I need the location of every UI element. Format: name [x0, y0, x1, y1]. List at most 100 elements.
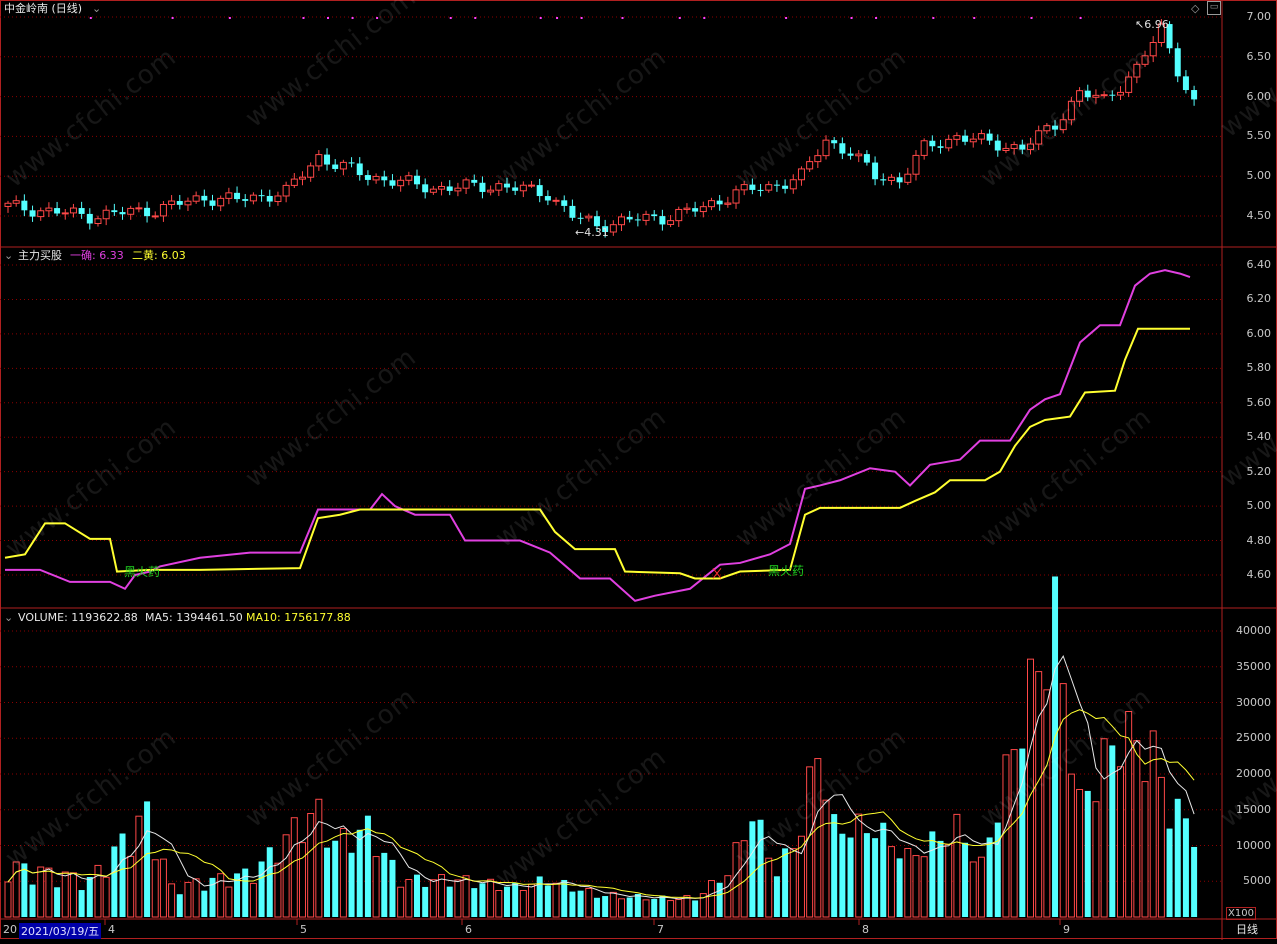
axis-tick-label: 7.00	[1246, 10, 1272, 23]
candle-body-up	[945, 138, 953, 149]
candle-body-up	[887, 176, 895, 181]
candle-body-down	[1174, 48, 1181, 77]
candle-body-down	[880, 179, 887, 181]
candle-body-down	[773, 184, 780, 186]
candle-body-up	[69, 207, 77, 214]
candle-body-up	[1067, 100, 1075, 121]
volume-bar-up	[814, 758, 822, 918]
volume-bar-up	[159, 858, 167, 918]
volume-bar-down	[561, 879, 568, 917]
period-tab[interactable]: 日线	[1236, 923, 1258, 936]
volume-bar-down	[234, 873, 241, 917]
candle-body-up	[438, 185, 446, 190]
candle-body-down	[258, 195, 265, 197]
candle-body-down	[422, 184, 429, 193]
volume-bar-up	[1010, 749, 1018, 918]
candle-body-down	[569, 205, 576, 218]
candle-body-up	[405, 175, 413, 181]
volume-bar-down	[1052, 576, 1059, 917]
volume-bar-down	[651, 898, 658, 917]
candle-body-down	[176, 201, 183, 205]
candle-body-up	[1002, 147, 1010, 151]
candle-body-up	[12, 200, 20, 204]
minimize-icon[interactable]: ▭	[1207, 1, 1221, 15]
volume-bar-down	[782, 848, 789, 917]
collapse-indicator-icon[interactable]: ⌄	[4, 249, 14, 262]
candle-body-down	[896, 177, 903, 183]
candle-body-up	[1133, 63, 1141, 78]
candle-body-down	[111, 210, 118, 213]
candle-body-down	[1084, 90, 1091, 98]
signal-dot	[932, 17, 935, 19]
volume-bar-down	[863, 833, 870, 917]
candle-body-up	[552, 199, 560, 202]
volume-bar-up	[315, 798, 323, 918]
volume-bar-up	[519, 889, 527, 918]
indicator-line2-label: 二黄: 6.03	[132, 249, 186, 262]
candle-body-up	[1125, 76, 1133, 93]
candle-body-down	[659, 216, 666, 225]
candle-body-up	[1141, 55, 1149, 65]
volume-bar-up	[454, 879, 462, 918]
low-price-label: ←4.31	[575, 226, 609, 239]
axis-tick-label: 30000	[1236, 695, 1271, 709]
collapse-icon[interactable]: ⌄	[92, 2, 102, 15]
candle-body-up	[920, 140, 928, 156]
volume-bar-down	[209, 877, 216, 917]
candle-body-down	[593, 216, 600, 227]
volume-bar-down	[54, 887, 61, 917]
signal-label: 黑火药	[124, 565, 161, 579]
ma10-label: MA10: 1756177.88	[246, 611, 351, 624]
volume-bar-down	[389, 859, 396, 917]
volume-bar-down	[929, 831, 936, 917]
axis-tick-label: 20000	[1236, 767, 1271, 780]
month-label: 4	[108, 923, 115, 936]
candle-body-up	[1076, 90, 1084, 102]
volume-bar-up	[1100, 738, 1108, 918]
candle-body-up	[372, 175, 380, 181]
volume-bar-up	[1027, 658, 1034, 918]
volume-bar-down	[847, 837, 854, 917]
candle-body-up	[1092, 94, 1100, 98]
candle-body-down	[561, 200, 568, 206]
candle-body-up	[1043, 125, 1051, 132]
volume-bar-up	[977, 856, 985, 918]
candle-body-down	[512, 187, 519, 191]
ma5-line	[7, 654, 1195, 900]
volume-bar-down	[1191, 846, 1198, 917]
candle-body-up	[1149, 41, 1157, 57]
candle-body-down	[364, 175, 371, 180]
candle-body-up	[307, 165, 315, 178]
volume-bar-up	[274, 862, 282, 918]
axis-tick-label: 25000	[1236, 731, 1271, 745]
signal-dot	[327, 17, 330, 19]
volume-bar-down	[831, 814, 838, 917]
candle-body-up	[429, 188, 437, 193]
candle-body-down	[1182, 76, 1189, 91]
volume-bar-up	[61, 871, 69, 918]
month-label: 5	[300, 923, 307, 936]
volume-bar-up	[290, 817, 298, 918]
candle-body-up	[912, 154, 920, 175]
collapse-volume-icon[interactable]: ⌄	[4, 611, 14, 624]
candle-body-down	[266, 195, 273, 202]
volume-bar-down	[896, 858, 903, 917]
volume-bar-down	[602, 896, 609, 917]
volume-bar-up	[282, 834, 290, 918]
candle-body-down	[21, 200, 28, 211]
signal-dot	[376, 17, 379, 19]
volume-bar-down	[1084, 790, 1091, 917]
diamond-icon[interactable]: ◇	[1191, 2, 1200, 15]
month-label: 7	[657, 923, 664, 936]
volume-bar-down	[258, 861, 265, 917]
candle-body-down	[651, 214, 658, 217]
candle-body-up	[1100, 94, 1108, 97]
candle-body-up	[699, 206, 707, 213]
volume-bar-down	[503, 886, 510, 917]
volume-bar-down	[716, 882, 723, 917]
volume-bar-up	[1157, 776, 1165, 918]
volume-bar-up	[920, 856, 928, 918]
volume-bar-up	[495, 889, 503, 918]
